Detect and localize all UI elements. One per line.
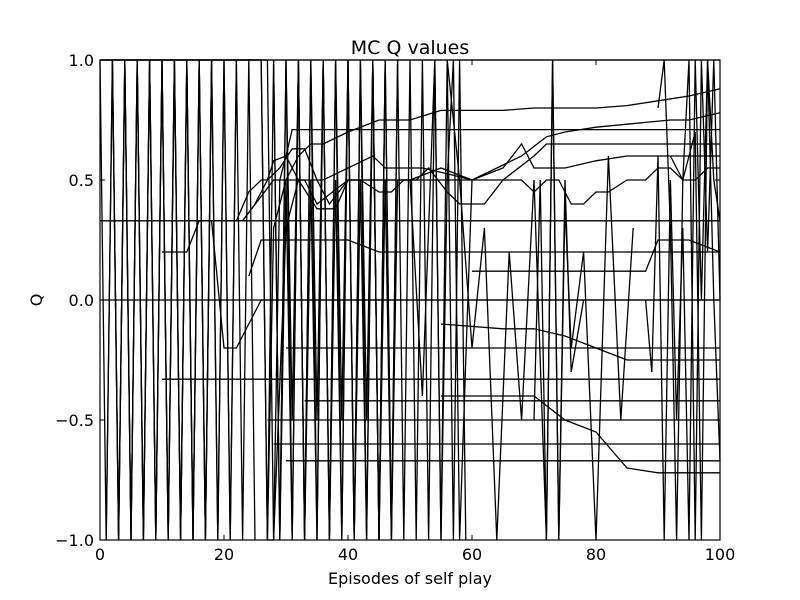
series-line-28 [533,59,634,541]
series-line-1 [100,59,721,541]
y-tick-label-0: −1.0 [55,531,94,550]
series-line-18 [441,395,720,474]
series-line-4 [242,142,720,222]
ticks-layer: 0 20 40 60 80 100 −1.0 −0.5 0.0 0.5 1.0 [55,51,735,564]
x-tick-label-3: 60 [462,545,482,564]
x-axis-label: Episodes of self play [328,569,492,588]
x-tick-label-0: 0 [95,545,105,564]
chart-title: MC Q values [351,37,470,59]
y-axis-label: Q [27,294,46,307]
y-tick-label-2: 0.0 [69,291,94,310]
x-tick-label-1: 20 [214,545,234,564]
y-tick-label-3: 0.5 [69,171,94,190]
x-tick-label-2: 40 [338,545,358,564]
series-line-6 [248,239,720,277]
series-line-5 [235,155,720,222]
series-line-25 [279,59,386,541]
y-tick-label-4: 1.0 [69,51,94,70]
y-tick-label-1: −0.5 [55,411,94,430]
x-tick-label-4: 80 [586,545,606,564]
x-tick-label-5: 100 [705,545,736,564]
